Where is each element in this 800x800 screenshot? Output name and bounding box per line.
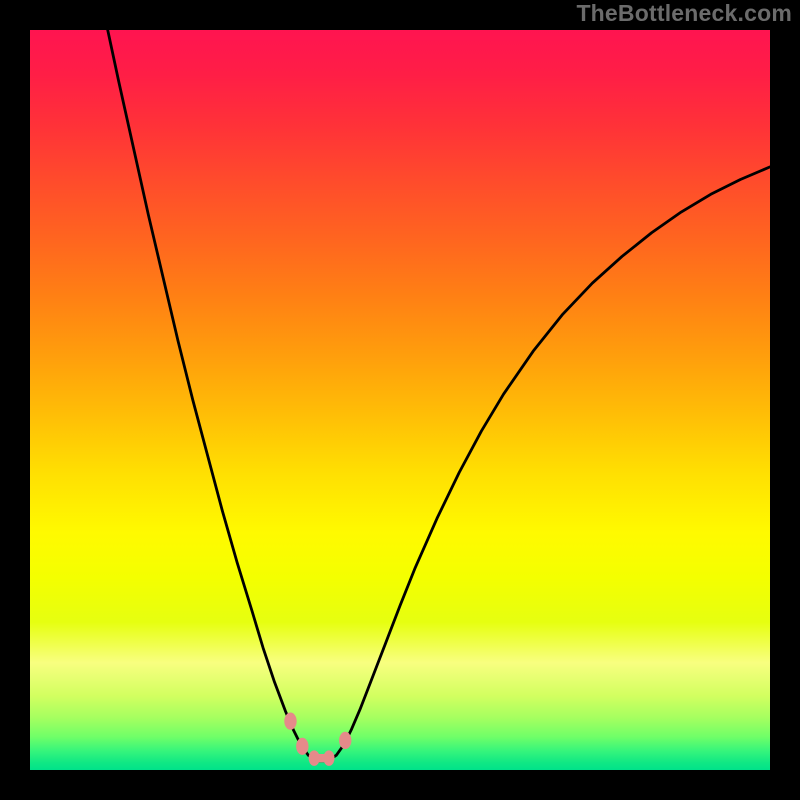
plot-area xyxy=(30,30,770,770)
plot-background xyxy=(30,30,770,770)
trough-marker xyxy=(284,713,296,730)
trough-marker xyxy=(339,732,351,749)
trough-marker xyxy=(323,750,334,765)
chart-stage: TheBottleneck.com xyxy=(0,0,800,800)
trough-marker xyxy=(309,750,320,765)
trough-marker xyxy=(296,738,308,755)
bottleneck-curve-chart xyxy=(30,30,770,770)
watermark-text: TheBottleneck.com xyxy=(576,0,792,27)
